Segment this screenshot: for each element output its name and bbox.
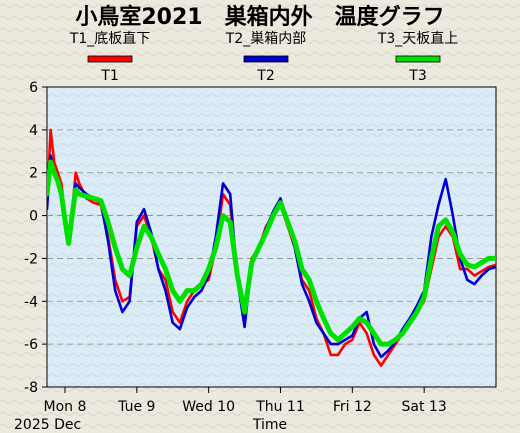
- legend-subtitle-t1: T1_底板直下: [69, 30, 150, 47]
- legend-label-t3: T3: [408, 68, 426, 84]
- date-label: 2025 Dec: [14, 417, 81, 433]
- legend-swatch-t3: [395, 55, 441, 63]
- x-tick-label: Sat 13: [402, 399, 447, 415]
- series-line-t3: [47, 159, 496, 347]
- legend-subtitle-t3: T3_天板直上: [377, 30, 458, 47]
- x-tick-label: Mon 8: [44, 399, 87, 415]
- chart-title: 小鳥室2021 巣箱内外 温度グラフ: [75, 4, 444, 30]
- legend-label-t2: T2: [256, 68, 274, 84]
- x-tick-label: Wed 10: [182, 399, 235, 415]
- y-tick-label: 2: [29, 166, 38, 182]
- legend-swatch-t2: [243, 55, 289, 63]
- plot-area: [46, 86, 497, 388]
- legend-subtitle-t2: T2_巣箱内部: [225, 31, 306, 47]
- x-tick-label: Fri 12: [333, 399, 372, 415]
- y-tick-label: -6: [24, 337, 38, 353]
- x-axis-label: Time: [252, 417, 287, 433]
- legend-swatch-t1: [87, 55, 133, 63]
- legend: T1_底板直下 T1 T2_巣箱内部 T2 T3_天板直上 T3: [69, 30, 458, 84]
- y-tick-label: 6: [29, 80, 38, 96]
- y-tick-label: -8: [24, 380, 38, 396]
- legend-label-t1: T1: [100, 68, 118, 84]
- y-tick-label: -2: [24, 251, 38, 267]
- y-tick-label: 4: [29, 123, 38, 139]
- y-axis: 6 4 2 0 -2 -4 -6 -8: [24, 80, 47, 396]
- x-tick-label: Thu 11: [255, 399, 305, 415]
- series-layer: [47, 128, 496, 367]
- y-tick-label: -4: [24, 294, 38, 310]
- x-tick-label: Tue 9: [117, 399, 155, 415]
- x-axis: Mon 8 Tue 9 Wed 10 Thu 11 Fri 12 Sat 13: [44, 387, 447, 415]
- y-tick-label: 0: [29, 209, 38, 225]
